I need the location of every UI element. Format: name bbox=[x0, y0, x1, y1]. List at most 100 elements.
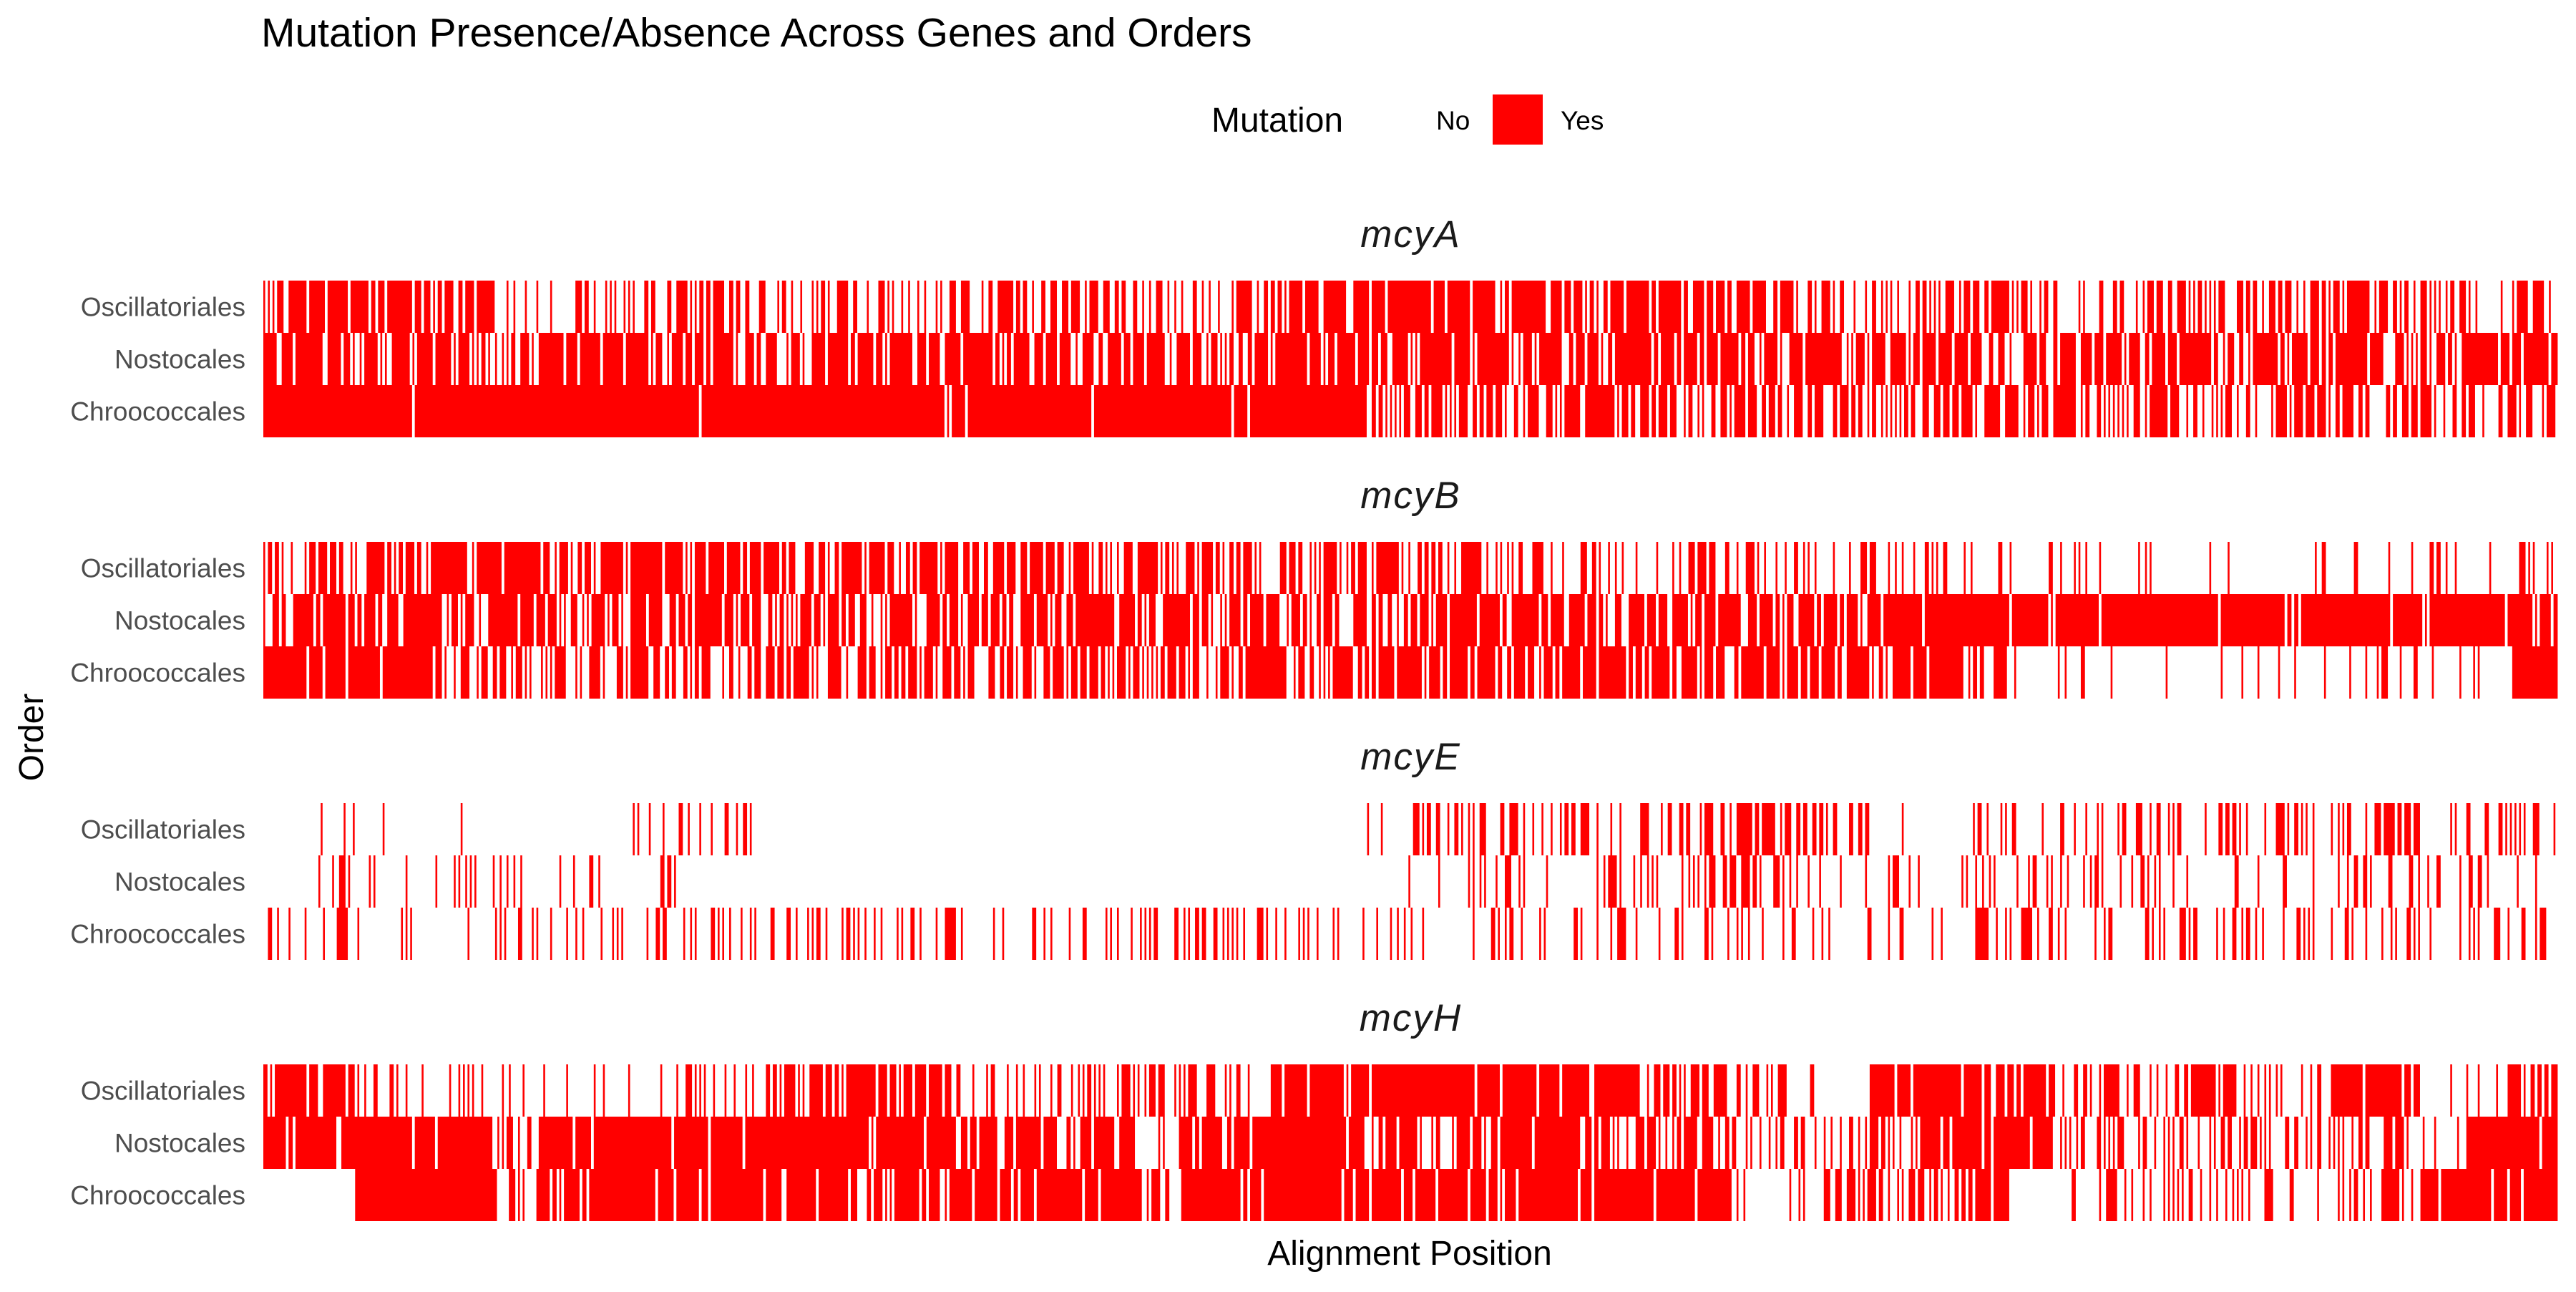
mutation-cell bbox=[2188, 281, 2191, 333]
mutation-cell bbox=[431, 542, 467, 594]
mutation-cell bbox=[1080, 1117, 1092, 1169]
mutation-cell bbox=[364, 594, 376, 646]
mutation-cell bbox=[2468, 385, 2475, 437]
mutation-cell bbox=[1224, 333, 1227, 385]
mutation-cell bbox=[2253, 333, 2278, 385]
mutation-cell bbox=[1066, 646, 1069, 699]
mutation-cell bbox=[1711, 908, 1714, 960]
mutation-cell bbox=[2496, 1064, 2499, 1117]
mutation-cell bbox=[2064, 908, 2067, 960]
mutation-cell bbox=[1610, 281, 1624, 333]
mutation-cell bbox=[1378, 646, 1395, 699]
mutation-cell bbox=[435, 646, 442, 699]
mutation-cell bbox=[2429, 542, 2434, 594]
mutation-cell bbox=[2021, 908, 2032, 960]
mutation-cell bbox=[1348, 1117, 1365, 1169]
mutation-cell bbox=[2450, 281, 2455, 333]
mutation-cell bbox=[1913, 542, 1916, 594]
mutation-cell bbox=[1302, 594, 1307, 646]
mutation-cell bbox=[1812, 803, 1817, 855]
mutation-cell bbox=[2477, 646, 2480, 699]
mutation-cell bbox=[997, 281, 1014, 333]
mutation-cell bbox=[2280, 333, 2285, 385]
facet-mcyE: mcyEOscillatorialesNostocalesChroococcal… bbox=[70, 736, 2556, 960]
mutation-cell bbox=[1050, 908, 1053, 960]
mutation-cell bbox=[850, 1169, 858, 1221]
mutation-cell bbox=[1403, 594, 1408, 646]
mutation-cell bbox=[2413, 646, 2418, 699]
mutation-cell bbox=[2530, 1064, 2535, 1117]
mutation-cell bbox=[1431, 1117, 1433, 1169]
mutation-cell bbox=[1863, 1169, 1865, 1221]
mutation-cell bbox=[1201, 908, 1206, 960]
facet-title: mcyE bbox=[1360, 736, 1461, 778]
mutation-cell bbox=[1156, 281, 1163, 333]
mutation-cell bbox=[766, 646, 775, 699]
mutation-cell bbox=[536, 1169, 550, 1221]
mutation-cell bbox=[2060, 855, 2062, 908]
mutation-cell bbox=[2459, 646, 2462, 699]
mutation-cell bbox=[2431, 646, 2434, 699]
mutation-cell bbox=[2280, 1064, 2283, 1117]
mutation-cell bbox=[2135, 803, 2142, 855]
mutation-cell bbox=[1023, 281, 1028, 333]
mutation-cell bbox=[1709, 855, 1716, 908]
mutation-cell bbox=[2424, 594, 2427, 646]
mutation-cell bbox=[1371, 333, 1378, 385]
mutation-cell bbox=[435, 855, 438, 908]
mutation-cell bbox=[859, 594, 867, 646]
mutation-cell bbox=[2245, 281, 2250, 333]
mutation-cell bbox=[1142, 646, 1144, 699]
mutation-cell bbox=[2245, 908, 2250, 960]
mutation-cell bbox=[1222, 908, 1225, 960]
mutation-cell bbox=[768, 594, 773, 646]
mutation-cell bbox=[648, 594, 663, 646]
mutation-cell bbox=[2049, 1064, 2056, 1117]
mutation-cell bbox=[1867, 385, 1870, 437]
mutation-cell bbox=[1156, 646, 1158, 699]
mutation-cell bbox=[2011, 594, 2049, 646]
mutation-cell bbox=[1020, 594, 1034, 646]
mutation-cell bbox=[522, 1169, 525, 1221]
mutation-cell bbox=[1289, 542, 1296, 594]
mutation-cell bbox=[1720, 333, 1739, 385]
mutation-cell bbox=[1137, 594, 1142, 646]
mutation-cell bbox=[2507, 594, 2533, 646]
mutation-cell bbox=[1833, 385, 1838, 437]
mutation-cell bbox=[1688, 855, 1691, 908]
mutation-cell bbox=[1264, 1169, 1342, 1221]
mutation-cell bbox=[323, 1064, 346, 1117]
mutation-cell bbox=[1179, 646, 1186, 699]
mutation-cell bbox=[1961, 855, 1963, 908]
mutation-cell bbox=[1635, 646, 1642, 699]
mutation-cell bbox=[2163, 1117, 2166, 1169]
mutation-cell bbox=[919, 908, 922, 960]
mutation-cell bbox=[2264, 1117, 2267, 1169]
mutation-cell bbox=[458, 281, 463, 333]
mutation-cell bbox=[2158, 855, 2161, 908]
mutation-cell bbox=[2351, 908, 2353, 960]
mutation-cell bbox=[745, 333, 754, 385]
mutation-cell bbox=[2177, 803, 2182, 855]
mutation-cell bbox=[1287, 594, 1289, 646]
mutation-cell bbox=[336, 908, 348, 960]
mutation-cell bbox=[382, 803, 385, 855]
mutation-cell bbox=[630, 542, 663, 594]
mutation-cell bbox=[357, 1064, 360, 1117]
mutation-cell bbox=[1762, 908, 1764, 960]
mutation-cell bbox=[786, 646, 791, 699]
mutation-cell bbox=[2223, 908, 2225, 960]
mutation-cell bbox=[1922, 333, 1936, 385]
mutation-cell bbox=[850, 333, 855, 385]
mutation-cell bbox=[1819, 855, 1821, 908]
mutation-cell bbox=[1215, 646, 1218, 699]
mutation-cell bbox=[2175, 1064, 2180, 1117]
mutation-cell bbox=[811, 646, 814, 699]
mutation-cell bbox=[628, 281, 630, 333]
mutation-cell bbox=[2147, 855, 2150, 908]
mutation-cell bbox=[2122, 803, 2127, 855]
mutation-cell bbox=[924, 281, 927, 333]
mutation-cell bbox=[1812, 908, 1815, 960]
mutation-cell bbox=[1195, 908, 1199, 960]
mutation-cell bbox=[479, 594, 482, 646]
